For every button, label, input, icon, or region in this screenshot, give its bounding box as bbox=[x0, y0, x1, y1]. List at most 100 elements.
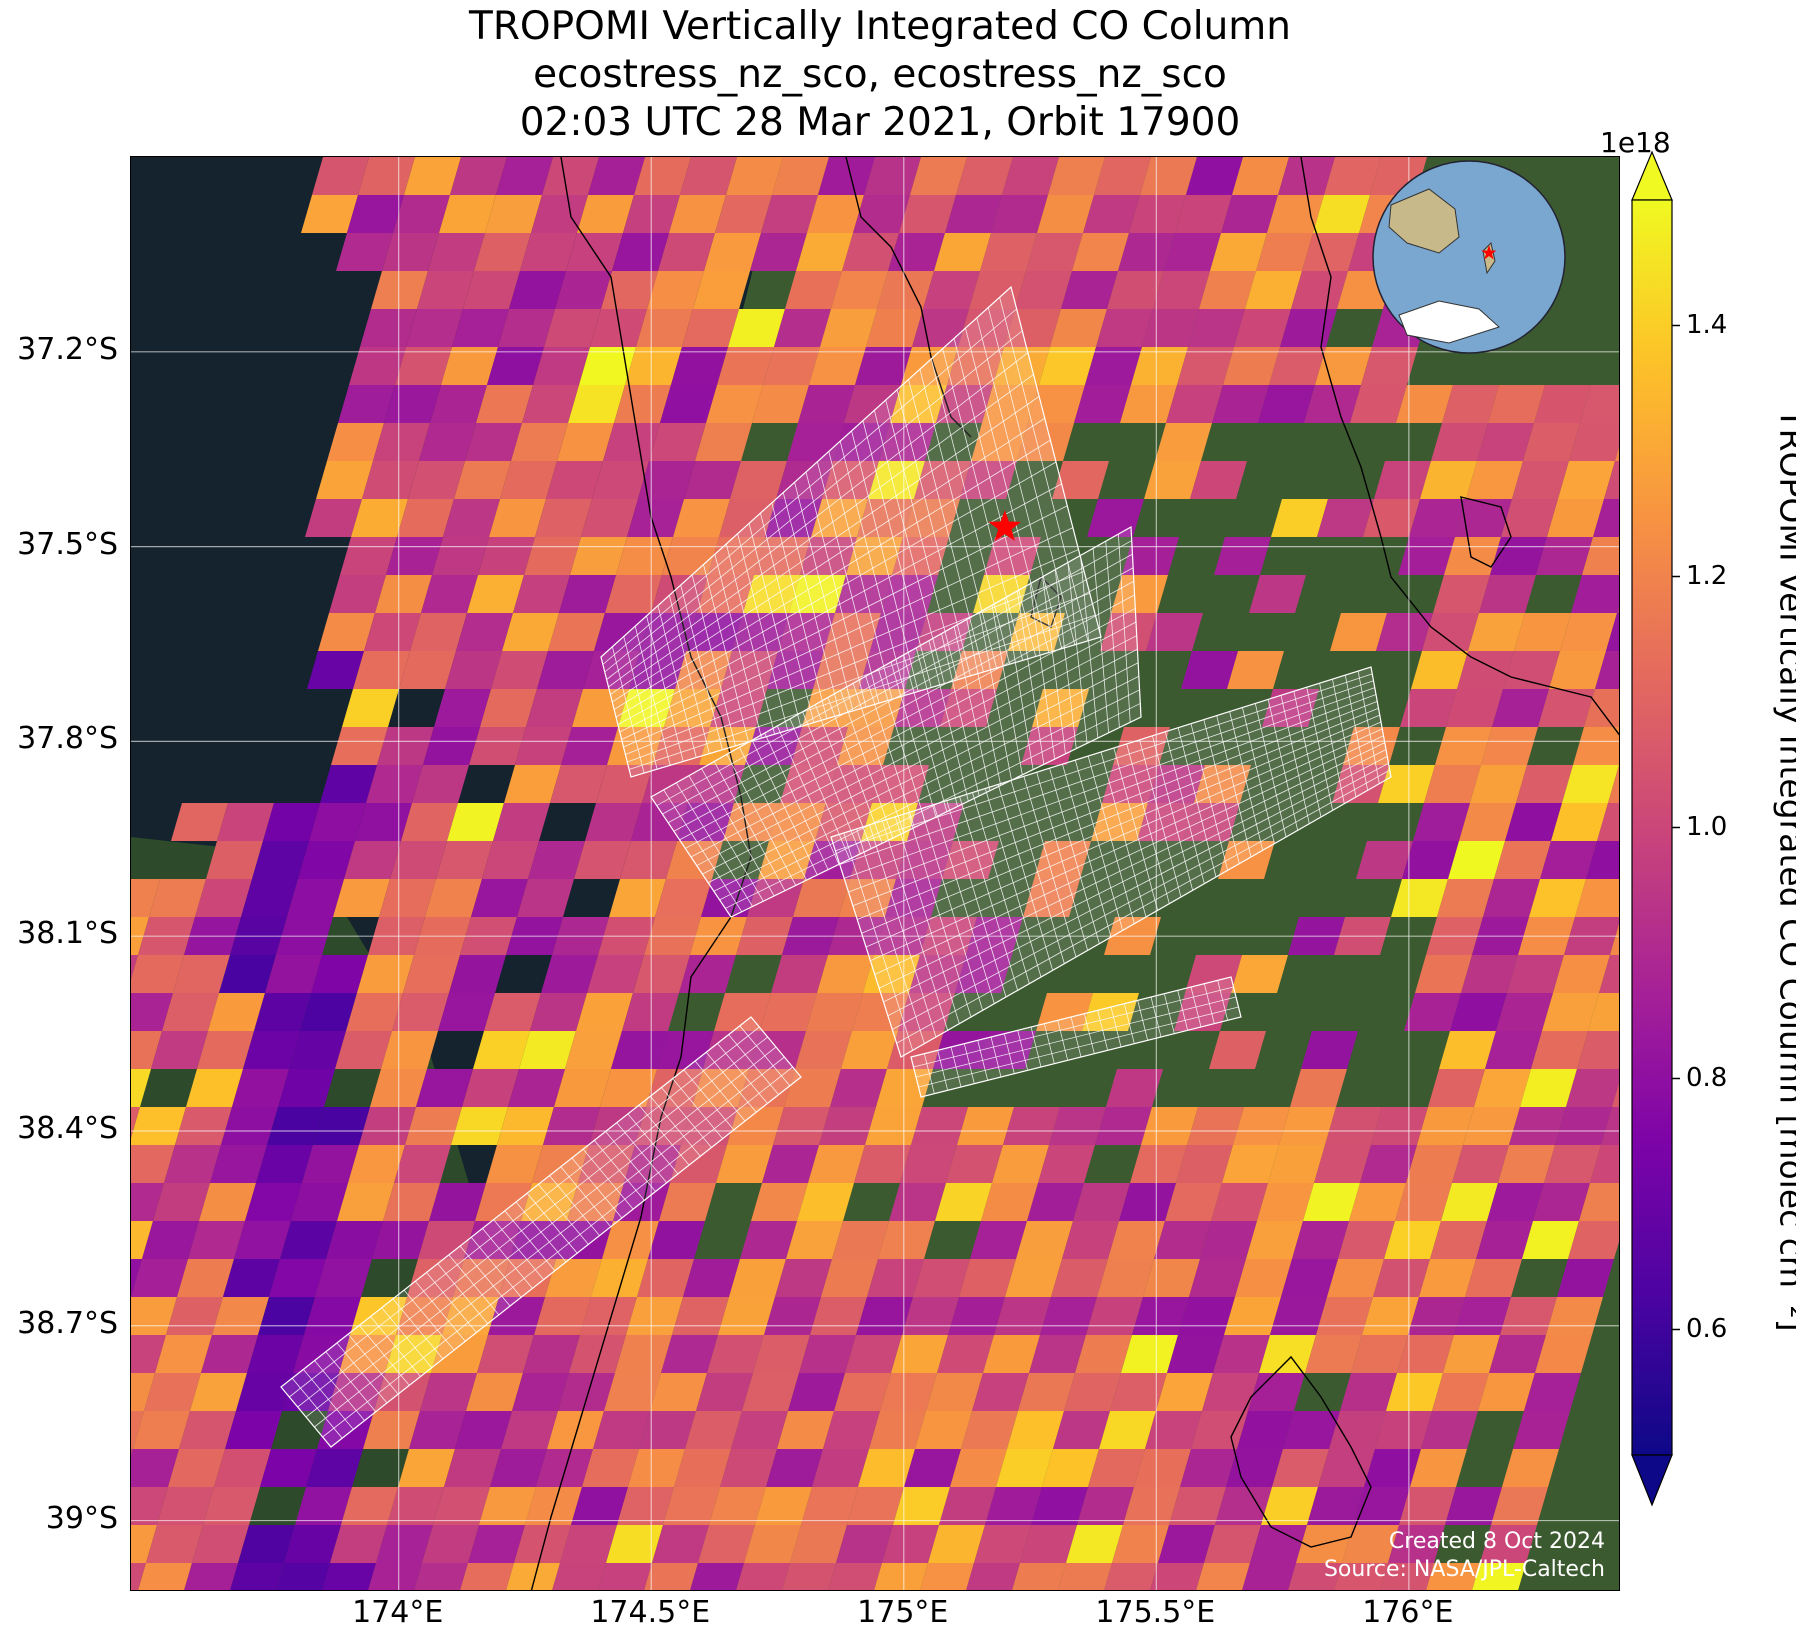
co-pixel bbox=[552, 1563, 606, 1590]
co-pixel bbox=[1258, 385, 1315, 423]
co-pixel bbox=[330, 1525, 387, 1563]
co-pixel bbox=[398, 1449, 455, 1487]
co-pixel bbox=[322, 1563, 376, 1590]
co-pixel bbox=[1120, 385, 1177, 423]
co-pixel bbox=[431, 1335, 488, 1373]
co-pixel bbox=[1488, 385, 1545, 423]
co-pixel bbox=[485, 195, 542, 233]
co-pixel bbox=[278, 1069, 335, 1107]
co-pixel bbox=[1177, 347, 1234, 385]
co-pixel bbox=[1301, 1031, 1358, 1069]
co-pixel bbox=[835, 575, 892, 613]
globe-antarctica bbox=[1398, 300, 1500, 344]
colorbar bbox=[1631, 150, 1680, 1507]
co-pixel bbox=[683, 1259, 740, 1297]
co-pixel bbox=[447, 803, 504, 841]
co-pixel bbox=[475, 1183, 532, 1221]
co-pixel bbox=[1487, 1183, 1544, 1221]
co-pixel bbox=[1595, 651, 1619, 689]
co-pixel bbox=[1091, 803, 1148, 841]
co-pixel bbox=[192, 1525, 249, 1563]
co-pixel bbox=[993, 347, 1050, 385]
co-pixel bbox=[1150, 1563, 1204, 1590]
co-pixel bbox=[744, 1525, 801, 1563]
co-pixel bbox=[604, 1373, 661, 1411]
co-pixel bbox=[868, 461, 925, 499]
co-pixel bbox=[291, 1183, 348, 1221]
co-pixel bbox=[666, 841, 723, 879]
co-pixel bbox=[301, 195, 358, 233]
co-pixel bbox=[1426, 1563, 1480, 1590]
co-pixel bbox=[519, 1031, 576, 1069]
co-pixel bbox=[1314, 1145, 1371, 1183]
co-pixel bbox=[1042, 1449, 1099, 1487]
co-pixel bbox=[313, 1107, 370, 1145]
co-pixel bbox=[1422, 613, 1479, 651]
co-pixel bbox=[869, 1411, 926, 1449]
co-pixel bbox=[1180, 1449, 1237, 1487]
co-pixel bbox=[1111, 575, 1168, 613]
co-pixel bbox=[690, 1563, 744, 1590]
co-pixel bbox=[669, 195, 726, 233]
co-pixel bbox=[703, 1031, 760, 1069]
lon-tick-label: 174°E bbox=[352, 1595, 444, 1630]
footprint-swath bbox=[830, 666, 1392, 1058]
co-pixel bbox=[465, 423, 522, 461]
co-pixel bbox=[471, 879, 528, 917]
co-pixel bbox=[360, 309, 417, 347]
map-panel[interactable]: Created 8 Oct 2024 Source: NASA/JPL-Calt… bbox=[130, 156, 1620, 1591]
co-pixel bbox=[1279, 1107, 1336, 1145]
co-pixel bbox=[542, 157, 599, 195]
co-pixel bbox=[1245, 271, 1302, 309]
footprint-swath bbox=[650, 526, 1142, 918]
co-pixel bbox=[1457, 651, 1514, 689]
co-pixel bbox=[247, 1335, 304, 1373]
co-pixel bbox=[701, 879, 758, 917]
co-pixel bbox=[1361, 347, 1418, 385]
co-pixel bbox=[1202, 1373, 1259, 1411]
co-pixel bbox=[671, 347, 728, 385]
co-pixel bbox=[675, 651, 732, 689]
co-pixel bbox=[1112, 1525, 1169, 1563]
target-star-marker bbox=[988, 510, 1021, 541]
co-pixel bbox=[774, 309, 831, 347]
co-pixel bbox=[707, 1335, 764, 1373]
co-pixel bbox=[131, 1487, 168, 1525]
co-pixel bbox=[776, 461, 833, 499]
co-pixel bbox=[419, 423, 476, 461]
lat-tick-label: 37.2°S bbox=[17, 331, 118, 367]
co-pixel bbox=[652, 1525, 709, 1563]
co-pixel bbox=[1439, 1031, 1496, 1069]
co-pixel bbox=[201, 1335, 258, 1373]
co-pixel bbox=[1153, 271, 1210, 309]
co-pixel bbox=[808, 1145, 865, 1183]
co-pixel bbox=[813, 651, 870, 689]
co-pixel bbox=[1233, 1107, 1290, 1145]
co-pixel bbox=[453, 1259, 510, 1297]
co-pixel bbox=[763, 347, 820, 385]
co-pixel bbox=[497, 1107, 554, 1145]
co-pixel bbox=[223, 1259, 280, 1297]
co-pixel bbox=[541, 955, 598, 993]
co-pixel bbox=[1364, 1449, 1421, 1487]
co-pixel bbox=[1566, 1069, 1619, 1107]
co-pixel bbox=[1523, 423, 1580, 461]
co-pixel bbox=[363, 1411, 420, 1449]
co-pixel bbox=[910, 157, 967, 195]
co-pixel bbox=[935, 1183, 992, 1221]
co-pixel bbox=[1413, 803, 1470, 841]
co-pixel bbox=[544, 309, 601, 347]
co-pixel bbox=[466, 1373, 523, 1411]
co-pixel bbox=[1601, 1107, 1619, 1145]
co-pixel bbox=[526, 689, 583, 727]
co-pixel bbox=[1269, 347, 1326, 385]
co-pixel bbox=[1058, 1563, 1112, 1590]
co-pixel bbox=[789, 575, 846, 613]
co-pixel bbox=[1330, 613, 1387, 651]
co-pixel bbox=[1489, 1335, 1546, 1373]
co-pixel bbox=[1442, 385, 1499, 423]
co-pixel bbox=[877, 271, 934, 309]
co-pixel bbox=[762, 1145, 819, 1183]
co-pixel bbox=[1095, 1107, 1152, 1145]
co-pixel bbox=[1360, 1145, 1417, 1183]
